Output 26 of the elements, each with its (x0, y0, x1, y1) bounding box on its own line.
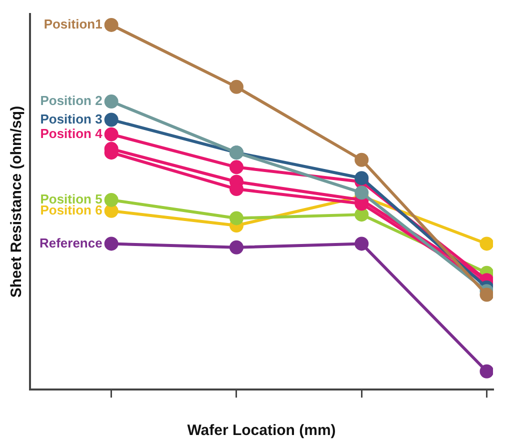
point (354, 236, 369, 251)
point (229, 211, 244, 226)
series-label: Position1 (44, 16, 102, 32)
point (229, 160, 244, 174)
point (354, 186, 369, 200)
point (104, 18, 118, 32)
y-axis-title: Sheet Resistance (ohm/sq) (8, 106, 26, 298)
series-label: Position 2 (40, 93, 102, 108)
point (354, 208, 369, 222)
point (480, 236, 493, 251)
point (104, 94, 118, 109)
point (480, 364, 493, 378)
series-label: Reference (39, 235, 102, 250)
point (229, 240, 244, 254)
point (354, 152, 369, 167)
series-label: Position 3 (40, 111, 102, 126)
point (104, 236, 118, 251)
point (104, 112, 118, 127)
point (104, 192, 118, 207)
point (104, 127, 118, 142)
point (104, 204, 118, 218)
point (480, 288, 493, 302)
x-axis-title: Wafer Location (mm) (187, 422, 336, 440)
point (229, 80, 244, 94)
series-label: Position 4 (40, 126, 104, 141)
point (354, 171, 369, 186)
